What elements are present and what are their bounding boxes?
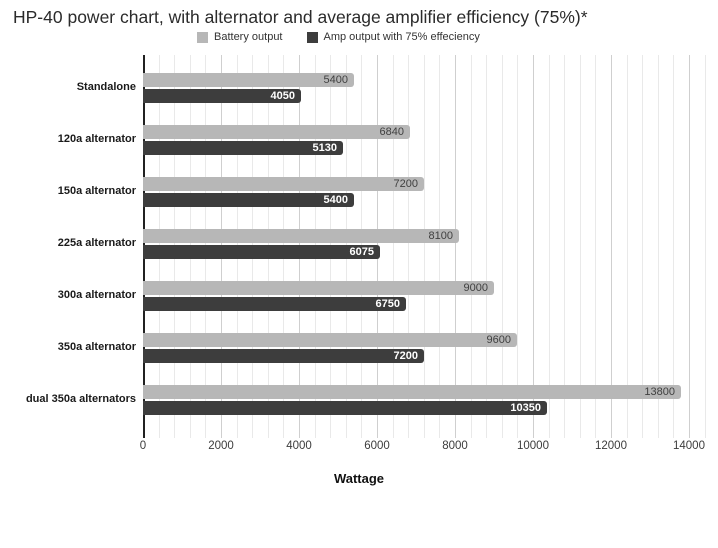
x-tick-label: 12000: [595, 440, 627, 452]
minor-gridline: [502, 55, 503, 438]
minor-gridline: [393, 55, 394, 438]
x-tick-label: 10000: [517, 440, 549, 452]
bar-group: 6840 5130: [143, 107, 710, 159]
category-label: 225a alternator: [57, 237, 136, 249]
minor-gridline: [673, 55, 674, 438]
bar-group: 13800 10350: [143, 367, 710, 419]
battery-output-bar[interactable]: 13800: [143, 385, 681, 399]
x-tick-label: 8000: [442, 440, 468, 452]
category-label: Standalone: [76, 81, 136, 93]
legend-item-battery[interactable]: Battery output: [197, 31, 283, 43]
amp-output-bar[interactable]: 10350: [143, 401, 547, 415]
minor-gridline: [549, 55, 550, 438]
minor-gridline: [705, 55, 706, 438]
plot-area: 5400 4050 6840 5130 7200 5400 8100 6075 9000 6750…: [143, 55, 710, 438]
legend-swatch-amp: [306, 31, 318, 43]
category-label: 300a alternator: [57, 289, 136, 301]
battery-output-bar[interactable]: 7200: [143, 177, 424, 191]
bar-group: 9600 7200: [143, 315, 710, 367]
amp-output-bar-value-label: 6750: [375, 298, 400, 310]
battery-output-bar[interactable]: 6840: [143, 125, 410, 139]
category-label: 150a alternator: [57, 185, 136, 197]
amp-output-bar-value-label: 7200: [393, 350, 418, 362]
major-gridline: [455, 55, 456, 438]
major-gridline: [533, 55, 534, 438]
bar-group: 8100 6075: [143, 211, 710, 263]
minor-gridline: [439, 55, 440, 438]
battery-output-bar[interactable]: 8100: [143, 229, 459, 243]
amp-output-bar-value-label: 5130: [312, 142, 337, 154]
bar-group: 9000 6750: [143, 263, 710, 315]
amp-output-bar[interactable]: 6750: [143, 297, 406, 311]
major-gridline: [611, 55, 612, 438]
amp-output-bar-value-label: 5400: [323, 194, 348, 206]
legend-item-amp[interactable]: Amp output with 75% effeciency: [306, 31, 480, 43]
amp-output-bar[interactable]: 4050: [143, 89, 301, 103]
battery-output-bar-value-label: 9600: [486, 334, 511, 346]
minor-gridline: [564, 55, 565, 438]
battery-output-bar-value-label: 6840: [379, 126, 404, 138]
x-axis-title: Wattage: [333, 471, 385, 486]
battery-output-bar-value-label: 8100: [428, 230, 453, 242]
bar-group: 7200 5400: [143, 159, 710, 211]
legend-swatch-battery: [197, 31, 208, 43]
major-gridline: [689, 55, 690, 438]
x-tick-label: 6000: [364, 440, 390, 452]
category-label: 120a alternator: [57, 133, 136, 145]
x-tick-label: 14000: [673, 440, 705, 452]
amp-output-bar[interactable]: 5130: [143, 141, 343, 155]
battery-output-bar[interactable]: 9000: [143, 281, 494, 295]
amp-output-bar-value-label: 6075: [349, 246, 374, 258]
minor-gridline: [517, 55, 518, 438]
battery-output-bar-value-label: 5400: [323, 74, 348, 86]
minor-gridline: [642, 55, 643, 438]
battery-output-bar[interactable]: 9600: [143, 333, 517, 347]
x-tick-label: 4000: [286, 440, 312, 452]
category-label: 350a alternator: [57, 341, 136, 353]
battery-output-bar[interactable]: 5400: [143, 73, 354, 87]
amp-output-bar-value-label: 4050: [270, 90, 295, 102]
category-label: dual 350a alternators: [25, 393, 136, 405]
minor-gridline: [580, 55, 581, 438]
battery-output-bar-value-label: 7200: [393, 178, 418, 190]
legend: Battery output Amp output with 75% effec…: [197, 31, 480, 43]
amp-output-bar-value-label: 10350: [510, 402, 541, 414]
battery-output-bar-value-label: 9000: [463, 282, 488, 294]
amp-output-bar[interactable]: 5400: [143, 193, 354, 207]
minor-gridline: [595, 55, 596, 438]
minor-gridline: [486, 55, 487, 438]
amp-output-bar[interactable]: 7200: [143, 349, 424, 363]
amp-output-bar[interactable]: 6075: [143, 245, 380, 259]
minor-gridline: [471, 55, 472, 438]
legend-label-battery: Battery output: [214, 31, 283, 43]
x-tick-label: 2000: [208, 440, 234, 452]
legend-label-amp: Amp output with 75% effeciency: [323, 31, 480, 43]
battery-output-bar-value-label: 13800: [644, 386, 675, 398]
bar-group: 5400 4050: [143, 55, 710, 107]
x-tick-label: 0: [139, 440, 147, 452]
minor-gridline: [424, 55, 425, 438]
chart-title: HP-40 power chart, with alternator and a…: [13, 7, 588, 27]
minor-gridline: [408, 55, 409, 438]
minor-gridline: [627, 55, 628, 438]
minor-gridline: [658, 55, 659, 438]
